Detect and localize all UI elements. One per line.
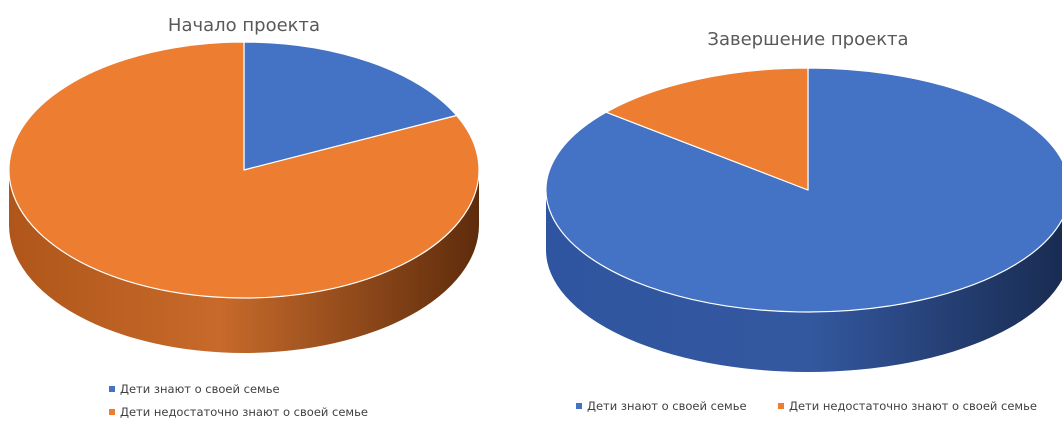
pie-slice-start-1 — [8, 41, 480, 299]
legend-swatch-end-1 — [778, 403, 784, 409]
legend-end: Дети знают о своей семье Дети недостаточ… — [576, 399, 1037, 413]
legend-label-start-0: Дети знают о своей семье — [120, 382, 280, 396]
chart-title-end: Завершение проекта — [707, 29, 908, 50]
pie-slice-end-0 — [545, 67, 1062, 313]
pie-body-start — [8, 41, 480, 353]
legend-swatch-start-0 — [109, 386, 115, 392]
chart-title-start: Начало проекта — [168, 15, 320, 36]
pie-chart-start: Начало проекта Дети знают о своей семье … — [8, 15, 480, 419]
legend-label-end-1: Дети недостаточно знают о своей семье — [789, 399, 1037, 413]
pie-side-start-1 — [9, 170, 479, 353]
pie-chart-end: Завершение проекта Дети знают о своей се… — [545, 29, 1062, 413]
legend-start: Дети знают о своей семье Дети недостаточ… — [109, 382, 368, 419]
legend-label-start-1: Дети недостаточно знают о своей семье — [120, 405, 368, 419]
pie-slice-start-0 — [243, 41, 458, 171]
pie-body-end — [545, 67, 1062, 372]
legend-swatch-end-0 — [576, 403, 582, 409]
legend-swatch-start-1 — [109, 409, 115, 415]
pie-slice-end-1 — [605, 67, 809, 191]
legend-label-end-0: Дети знают о своей семье — [587, 399, 747, 413]
pie-side-end-0 — [546, 190, 1062, 372]
